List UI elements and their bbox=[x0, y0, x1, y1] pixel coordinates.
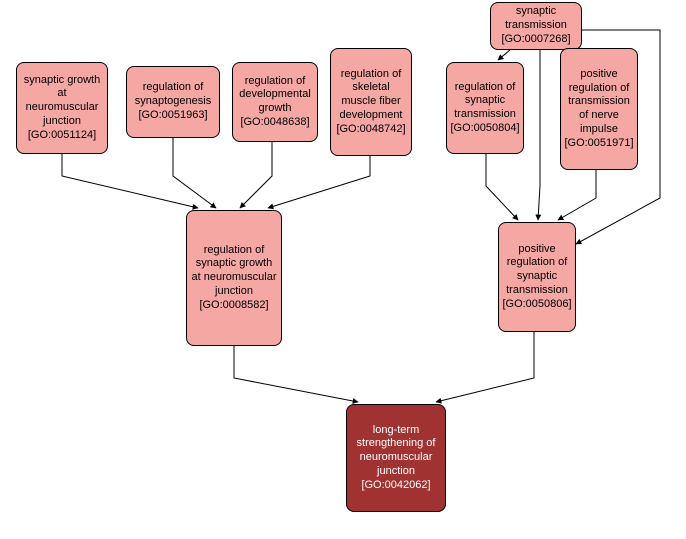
edge bbox=[436, 332, 534, 402]
go-term-label: positive regulation of synaptic transmis… bbox=[502, 243, 571, 312]
go-term-node[interactable]: positive regulation of transmission of n… bbox=[560, 48, 638, 170]
edge bbox=[498, 50, 510, 60]
edge bbox=[538, 50, 540, 220]
go-term-label: regulation of developmental growth [GO:0… bbox=[237, 75, 313, 130]
go-term-label: long-term strengthening of neuromuscular… bbox=[351, 424, 441, 493]
edge bbox=[558, 170, 596, 220]
go-term-node[interactable]: regulation of synaptogenesis [GO:0051963… bbox=[126, 66, 220, 138]
go-term-node[interactable]: regulation of synaptic growth at neuromu… bbox=[186, 210, 282, 346]
go-term-node[interactable]: positive regulation of synaptic transmis… bbox=[498, 222, 576, 332]
go-term-label: synaptic growth at neuromuscular junctio… bbox=[21, 74, 103, 143]
edge bbox=[240, 142, 272, 208]
edge bbox=[486, 154, 518, 220]
go-term-label: regulation of synaptic growth at neuromu… bbox=[191, 244, 277, 313]
go-term-label: positive regulation of transmission of n… bbox=[564, 68, 633, 151]
edge bbox=[234, 346, 358, 402]
go-term-node[interactable]: synaptic transmission [GO:0007268] bbox=[490, 2, 582, 50]
edge bbox=[173, 138, 216, 208]
go-term-label: synaptic transmission [GO:0007268] bbox=[495, 5, 577, 46]
go-term-label: regulation of synaptic transmission [GO:… bbox=[450, 81, 519, 136]
go-term-label: regulation of skeletal muscle fiber deve… bbox=[335, 68, 407, 137]
go-term-node[interactable]: regulation of developmental growth [GO:0… bbox=[232, 62, 318, 142]
go-term-node[interactable]: long-term strengthening of neuromuscular… bbox=[346, 404, 446, 512]
go-term-node[interactable]: regulation of synaptic transmission [GO:… bbox=[446, 62, 524, 154]
edge bbox=[62, 154, 198, 208]
go-term-label: regulation of synaptogenesis [GO:0051963… bbox=[131, 81, 215, 122]
go-term-node[interactable]: synaptic growth at neuromuscular junctio… bbox=[16, 62, 108, 154]
edge bbox=[268, 156, 370, 208]
go-term-node[interactable]: regulation of skeletal muscle fiber deve… bbox=[330, 48, 412, 156]
